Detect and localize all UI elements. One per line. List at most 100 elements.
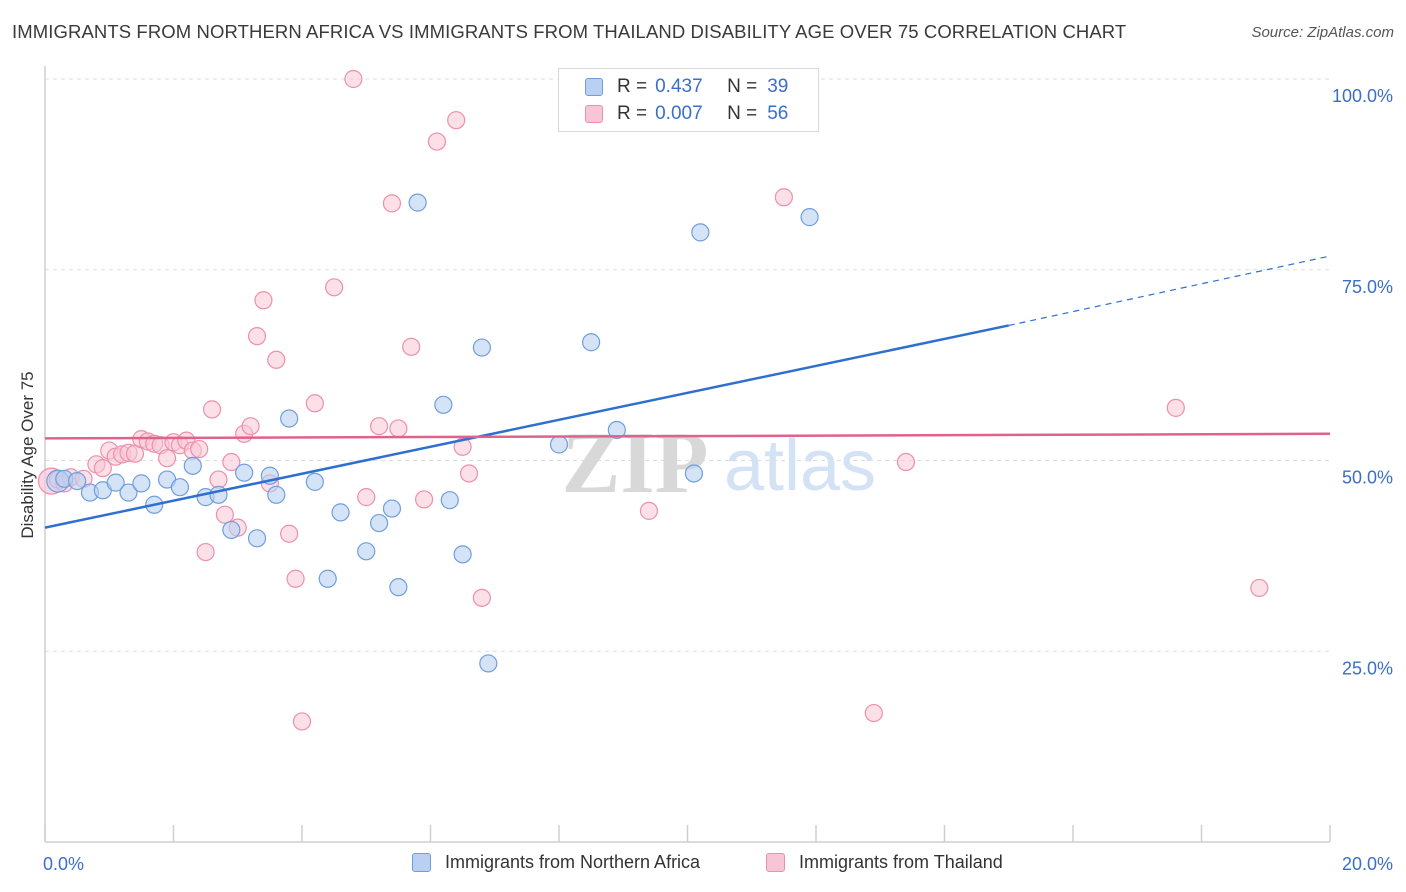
point-northern-africa (440, 491, 459, 510)
point-northern-africa (691, 223, 710, 242)
x-tick-label-max: 20.0% (1342, 854, 1393, 874)
point-thailand (1250, 578, 1269, 598)
point-thailand (305, 394, 324, 413)
point-thailand (344, 69, 363, 89)
point-northern-africa (479, 654, 498, 673)
trend-lines (44, 255, 1331, 529)
y-tick-label: 100.0% (1332, 86, 1393, 106)
legend-label-thailand: Immigrants from Thailand (799, 852, 1003, 872)
point-northern-africa (170, 478, 190, 497)
point-northern-africa (106, 473, 125, 492)
legend-swatch-pink (585, 105, 603, 123)
point-thailand (427, 132, 447, 151)
legend-box: R = 0.437 N = 39 R = 0.007 N = 56 (558, 68, 819, 132)
point-thailand (241, 417, 260, 436)
legend-row-thailand: R = 0.007 N = 56 (585, 102, 788, 126)
point-northern-africa (331, 503, 350, 522)
point-northern-africa (472, 338, 491, 357)
legend-n-value: 56 (767, 103, 789, 124)
source-label: Source: ZipAtlas.com (1251, 24, 1394, 41)
y-tick-label: 50.0% (1342, 468, 1393, 488)
legend-swatch-blue (585, 78, 603, 96)
y-tick-label: 25.0% (1342, 658, 1393, 678)
point-thailand (1166, 398, 1185, 417)
y-axis-label: Disability Age Over 75 (18, 371, 37, 539)
point-northern-africa (68, 472, 87, 491)
point-northern-africa (549, 435, 569, 454)
point-thailand (196, 542, 215, 562)
point-thailand (864, 703, 883, 723)
legend-n-value: 39 (767, 76, 789, 97)
point-thailand (93, 459, 112, 478)
point-thailand (382, 194, 402, 213)
legend-swatch-blue (412, 853, 431, 872)
legend-label-northern-africa: Immigrants from Northern Africa (445, 852, 701, 872)
point-thailand (247, 327, 267, 346)
trend-line-northern-africa (44, 324, 1010, 529)
gridlines (45, 78, 1330, 652)
point-northern-africa (183, 456, 202, 475)
watermark-atlas: atlas (724, 426, 876, 506)
legend-swatch-pink (766, 853, 785, 872)
point-thailand (325, 278, 344, 297)
point-northern-africa (318, 569, 337, 588)
legend-r-value: 0.437 (655, 76, 703, 97)
point-northern-africa (370, 513, 389, 533)
point-thailand (402, 337, 421, 356)
point-northern-africa (357, 542, 376, 561)
point-northern-africa (434, 395, 453, 414)
legend-row-northern-africa: R = 0.437 N = 39 (585, 75, 788, 99)
y-tick-label: 75.0% (1342, 277, 1393, 297)
point-thailand (254, 291, 273, 310)
legend-r-label: R = (617, 76, 648, 97)
point-thailand (639, 501, 659, 520)
point-northern-africa (280, 409, 299, 428)
point-thailand (286, 569, 305, 588)
chart-title: IMMIGRANTS FROM NORTHERN AFRICA VS IMMIG… (12, 21, 1127, 42)
point-thailand (157, 449, 177, 468)
point-thailand (190, 439, 209, 459)
point-northern-africa (267, 485, 286, 504)
trend-line-thailand (44, 432, 1331, 440)
series-legend: Immigrants from Northern Africa Immigran… (0, 852, 1406, 878)
point-northern-africa (389, 578, 408, 597)
point-thailand (774, 188, 793, 207)
legend-n-label: N = (727, 103, 758, 124)
x-tick-label-min: 0.0% (43, 854, 84, 874)
point-thailand (215, 505, 234, 524)
point-thailand (267, 350, 286, 369)
point-thailand (472, 588, 491, 607)
point-northern-africa (800, 208, 819, 227)
point-northern-africa (222, 520, 241, 540)
legend-n-label: N = (727, 76, 758, 97)
watermark: ZIP atlas (562, 415, 876, 512)
point-thailand (414, 490, 434, 509)
point-northern-africa (382, 499, 402, 518)
point-northern-africa (453, 545, 472, 564)
point-thailand (222, 452, 241, 472)
tick-labels: 25.0% 50.0% 75.0% 100.0% 0.0% 20.0% (43, 86, 1393, 874)
legend-r-label: R = (617, 103, 648, 124)
point-northern-africa (119, 483, 138, 502)
point-northern-africa (235, 463, 254, 482)
point-thailand (202, 400, 222, 419)
point-northern-africa (582, 333, 601, 352)
point-thailand (292, 712, 312, 731)
point-northern-africa (247, 529, 267, 548)
point-thailand (896, 452, 916, 472)
watermark-zip: ZIP (562, 415, 709, 512)
legend-r-value: 0.007 (655, 103, 703, 124)
point-thailand (357, 488, 376, 507)
point-northern-africa (305, 472, 324, 491)
point-thailand (389, 419, 408, 438)
point-thailand (370, 417, 389, 436)
legend-item-northern-africa: Immigrants from Northern Africa (412, 852, 700, 873)
trend-line-northern-africa-extension (1008, 255, 1331, 327)
legend-item-thailand: Immigrants from Thailand (766, 852, 1003, 873)
point-northern-africa (684, 464, 704, 483)
point-thailand (280, 524, 299, 543)
axes (44, 66, 1331, 843)
point-northern-africa (132, 474, 151, 493)
point-northern-africa (607, 420, 626, 440)
